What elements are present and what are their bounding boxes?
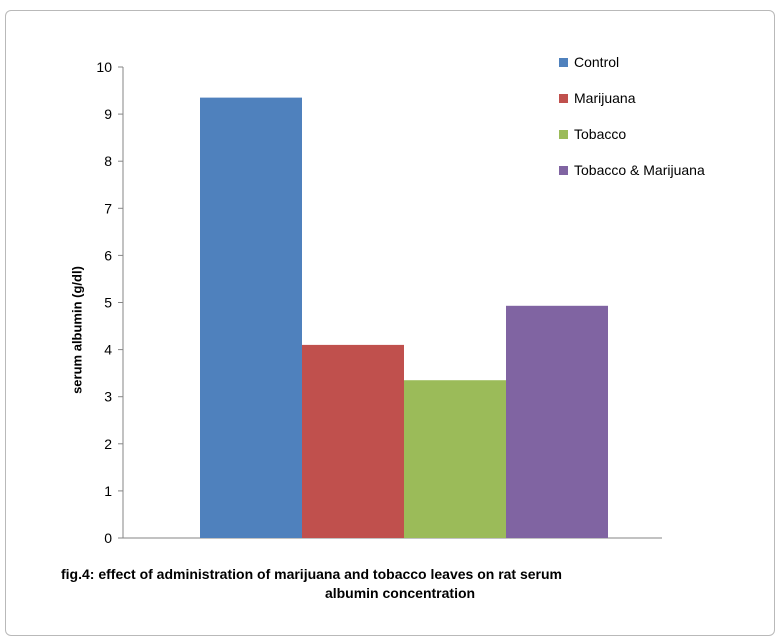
legend-swatch-marijuana (559, 93, 568, 103)
legend-item-control: Control (559, 44, 705, 80)
y-tick-label: 7 (104, 200, 112, 216)
y-ticks: 0 1 2 3 4 5 6 7 8 9 10 (96, 59, 123, 546)
legend-label-marijuana: Marijuana (574, 90, 636, 106)
y-tick-label: 6 (104, 247, 112, 263)
legend-label-tobacco: Tobacco (574, 126, 627, 142)
y-tick-label: 2 (104, 436, 112, 452)
legend-item-tobacco-marijuana: Tobacco & Marijuana (559, 152, 705, 188)
y-tick-label: 0 (104, 530, 112, 546)
legend-swatch-tobacco (559, 129, 568, 139)
y-tick-label: 10 (96, 59, 112, 75)
caption-line-2: albumin concentration (324, 585, 476, 601)
legend-label-control: Control (574, 54, 620, 70)
legend-swatch-tobacco-marijuana (559, 165, 568, 175)
legend-item-tobacco: Tobacco (559, 116, 705, 152)
legend-swatch-control (559, 57, 568, 67)
legend-item-marijuana: Marijuana (559, 80, 705, 116)
bars (200, 97, 608, 539)
y-axis-label: serum albumin (g/dl) (69, 266, 85, 394)
bar-tobacco (404, 380, 506, 538)
y-tick-label: 8 (104, 153, 112, 169)
bar-marijuana (302, 344, 404, 538)
caption-line-1: fig.4: effect of administration of marij… (61, 566, 562, 582)
y-tick-label: 9 (104, 106, 112, 122)
figure-caption: fig.4: effect of administration of marij… (60, 565, 740, 603)
bar-tobacco-marijuana (506, 305, 608, 538)
legend: Control Marijuana Tobacco Tobacco & Mari… (559, 44, 705, 188)
legend-label-tobacco-marijuana: Tobacco & Marijuana (574, 162, 705, 178)
y-tick-label: 4 (104, 342, 112, 358)
y-tick-label: 3 (104, 389, 112, 405)
y-tick-label: 1 (104, 483, 112, 499)
y-tick-label: 5 (104, 295, 112, 311)
bar-control (200, 97, 302, 539)
